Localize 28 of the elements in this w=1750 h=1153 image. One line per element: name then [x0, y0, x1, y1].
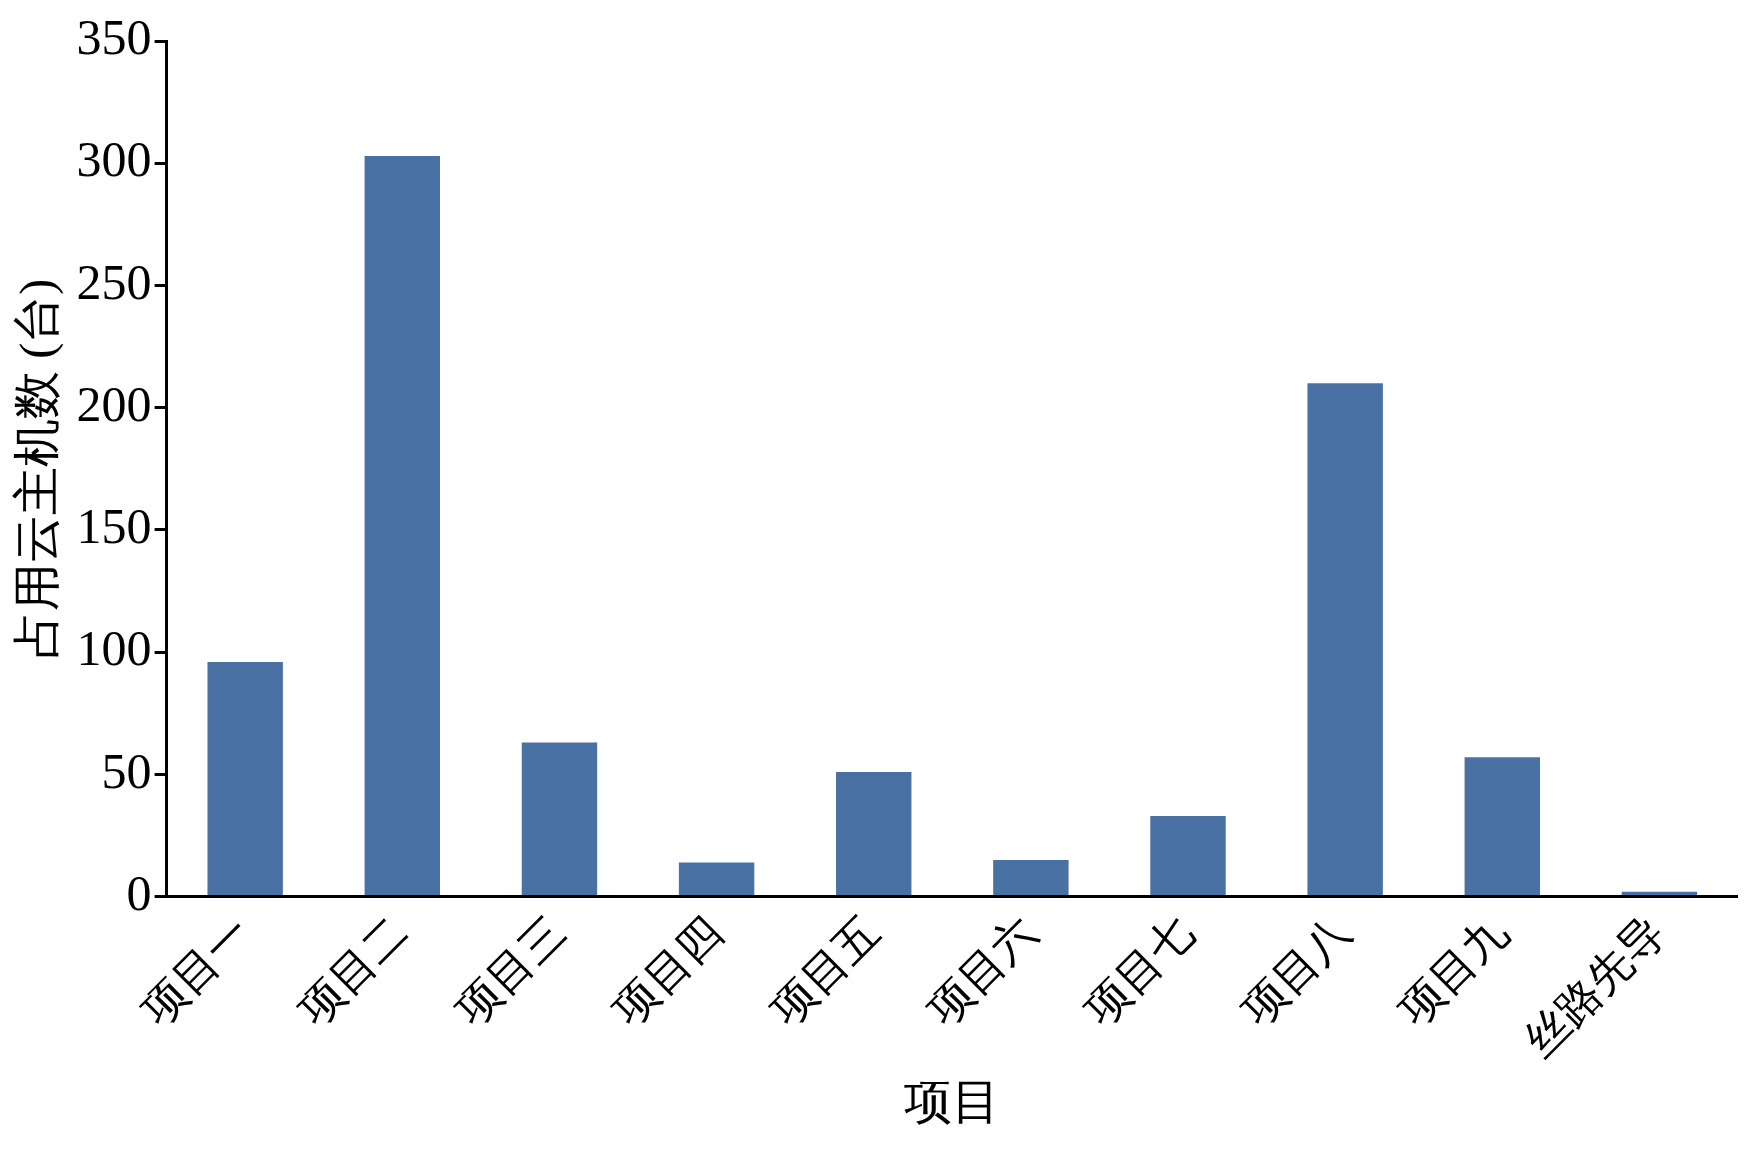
- bar: [1307, 383, 1383, 896]
- x-tick-label: 项目三: [446, 906, 575, 1035]
- y-tick-label: 350: [76, 9, 152, 66]
- y-tick-label: 300: [76, 131, 152, 188]
- x-axis-title: 项目: [904, 1074, 1001, 1128]
- x-tick-label: 项目七: [1075, 906, 1204, 1035]
- y-tick-label: 0: [126, 864, 152, 921]
- bar: [993, 859, 1069, 896]
- y-tick-label: 200: [76, 375, 152, 432]
- bar: [1464, 757, 1540, 896]
- y-tick-label: 50: [101, 742, 152, 799]
- x-tick-label: 项目六: [918, 906, 1047, 1035]
- bar: [364, 155, 441, 896]
- y-tick-label: 150: [76, 498, 152, 555]
- y-axis-title: 占用云主机数 (台): [10, 278, 65, 659]
- bar: [836, 771, 912, 896]
- x-tick-label: 项目九: [1389, 906, 1518, 1035]
- x-tick-label: 丝路先导: [1515, 906, 1675, 1066]
- bar: [207, 661, 283, 896]
- bar: [1150, 815, 1226, 896]
- bar: [521, 742, 598, 896]
- x-tick-label: 项目八: [1232, 906, 1361, 1035]
- x-tick-label: 项目四: [603, 906, 732, 1035]
- y-tick-label: 100: [76, 620, 152, 677]
- y-tick-label: 250: [76, 253, 152, 310]
- bar: [678, 862, 755, 896]
- x-tick-label: 项目二: [289, 906, 418, 1035]
- x-tick-label: 项目五: [760, 906, 889, 1035]
